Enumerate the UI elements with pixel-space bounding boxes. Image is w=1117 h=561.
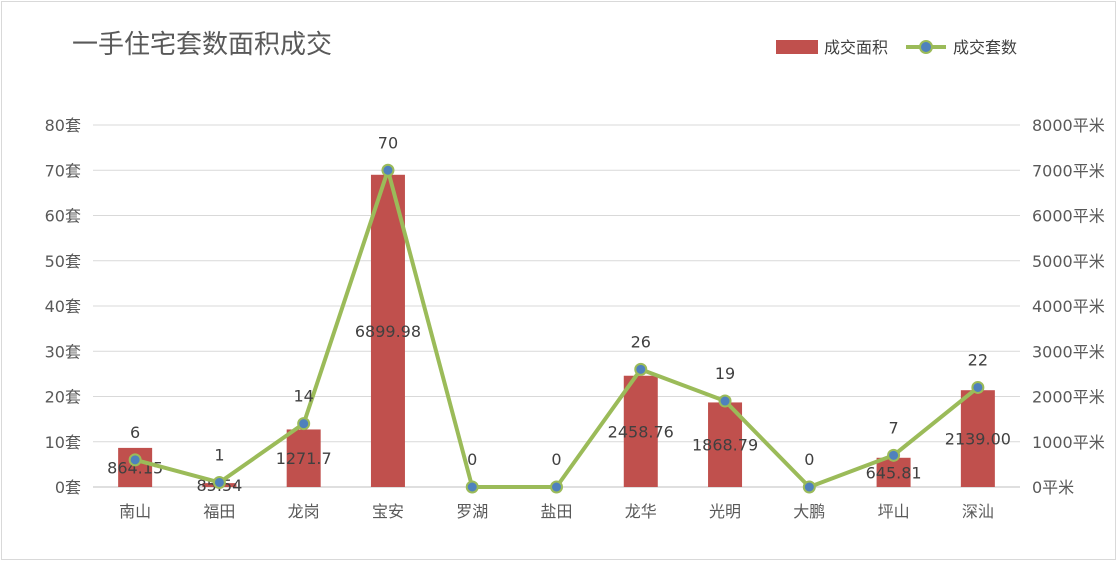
legend-label-area: 成交面积 bbox=[824, 38, 888, 57]
count-marker bbox=[802, 480, 816, 494]
category-label: 罗湖 bbox=[456, 502, 488, 521]
count-label: 6 bbox=[130, 423, 140, 442]
area-bar-label: 1271.7 bbox=[276, 449, 332, 468]
count-marker bbox=[381, 163, 395, 177]
count-line-path bbox=[134, 168, 980, 489]
count-marker bbox=[465, 480, 479, 494]
left-tick-label: 30套 bbox=[45, 342, 81, 361]
count-label: 22 bbox=[968, 350, 988, 369]
category-label: 光明 bbox=[709, 502, 741, 521]
left-tick-label: 0套 bbox=[55, 478, 81, 497]
count-marker bbox=[718, 394, 732, 408]
category-label: 龙岗 bbox=[288, 502, 320, 521]
left-tick-label: 80套 bbox=[45, 116, 81, 135]
area-bar-label: 2458.76 bbox=[608, 422, 674, 441]
count-label: 0 bbox=[467, 450, 477, 469]
category-labels: 南山 福田 龙岗 宝安 罗湖 盐田 龙华 光明 大鹏 坪山 深汕 bbox=[119, 502, 994, 521]
area-bar bbox=[960, 390, 995, 487]
area-bar bbox=[370, 174, 405, 487]
left-tick-label: 60套 bbox=[45, 207, 81, 226]
count-marker bbox=[128, 453, 142, 467]
left-tick-label: 40套 bbox=[45, 297, 81, 316]
right-tick-label: 4000平米 bbox=[1032, 297, 1105, 316]
left-tick-label: 20套 bbox=[45, 388, 81, 407]
right-axis-ticks: 0平米 1000平米 2000平米 3000平米 4000平米 5000平米 6000平米 7… bbox=[1032, 116, 1105, 497]
left-tick-label: 70套 bbox=[45, 161, 81, 180]
area-bar-label: 1868.79 bbox=[692, 436, 758, 455]
area-bars bbox=[118, 174, 995, 487]
count-marker bbox=[971, 380, 985, 394]
count-marker bbox=[212, 475, 226, 489]
area-bar-labels: 864.1585.541271.76899.982458.761868.7964… bbox=[107, 322, 1011, 495]
category-label: 龙华 bbox=[625, 502, 657, 521]
count-label: 70 bbox=[378, 133, 398, 152]
legend-label-count: 成交套数 bbox=[953, 38, 1017, 57]
count-line bbox=[134, 168, 980, 489]
area-bar-label: 6899.98 bbox=[355, 322, 421, 341]
category-label: 坪山 bbox=[878, 502, 910, 521]
right-tick-label: 5000平米 bbox=[1032, 252, 1105, 271]
right-tick-label: 0平米 bbox=[1032, 478, 1074, 497]
left-tick-label: 10套 bbox=[45, 433, 81, 452]
count-label: 0 bbox=[551, 450, 561, 469]
count-label: 14 bbox=[294, 387, 314, 406]
right-tick-label: 8000平米 bbox=[1032, 116, 1105, 135]
right-tick-label: 6000平米 bbox=[1032, 207, 1105, 226]
left-tick-label: 50套 bbox=[45, 252, 81, 271]
count-labels: 6 1 14 70 0 0 26 19 0 7 22 bbox=[130, 133, 988, 469]
count-markers bbox=[128, 163, 985, 494]
right-tick-label: 7000平米 bbox=[1032, 161, 1105, 180]
gridlines bbox=[93, 124, 1020, 488]
area-bar bbox=[286, 429, 321, 487]
category-label: 大鹏 bbox=[793, 502, 825, 521]
right-tick-label: 1000平米 bbox=[1032, 433, 1105, 452]
count-label: 26 bbox=[631, 332, 651, 351]
count-label: 0 bbox=[804, 450, 814, 469]
category-label: 深汕 bbox=[962, 502, 994, 521]
category-label: 福田 bbox=[203, 502, 235, 521]
right-tick-label: 2000平米 bbox=[1032, 388, 1105, 407]
area-bar bbox=[708, 402, 743, 487]
count-label: 19 bbox=[715, 364, 735, 383]
legend-swatch-count-marker bbox=[919, 40, 933, 54]
legend-swatch-area bbox=[776, 40, 818, 54]
right-tick-label: 3000平米 bbox=[1032, 342, 1105, 361]
count-marker bbox=[297, 417, 311, 431]
count-label: 7 bbox=[888, 418, 898, 437]
area-bar-label: 2139.00 bbox=[945, 430, 1011, 449]
area-bar bbox=[623, 375, 658, 487]
category-label: 宝安 bbox=[372, 502, 404, 521]
category-label: 南山 bbox=[119, 502, 151, 521]
chart-title: 一手住宅套数面积成交 bbox=[72, 30, 332, 60]
legend: 成交面积 成交套数 bbox=[776, 38, 1017, 57]
area-bar-label: 645.81 bbox=[866, 463, 922, 482]
area-bar bbox=[876, 457, 911, 487]
count-marker bbox=[634, 362, 648, 376]
left-axis-ticks: 0套 10套 20套 30套 40套 50套 60套 70套 80套 bbox=[45, 116, 81, 497]
count-marker bbox=[887, 448, 901, 462]
count-marker bbox=[550, 480, 563, 494]
count-label: 1 bbox=[214, 445, 224, 464]
category-label: 盐田 bbox=[540, 502, 572, 521]
